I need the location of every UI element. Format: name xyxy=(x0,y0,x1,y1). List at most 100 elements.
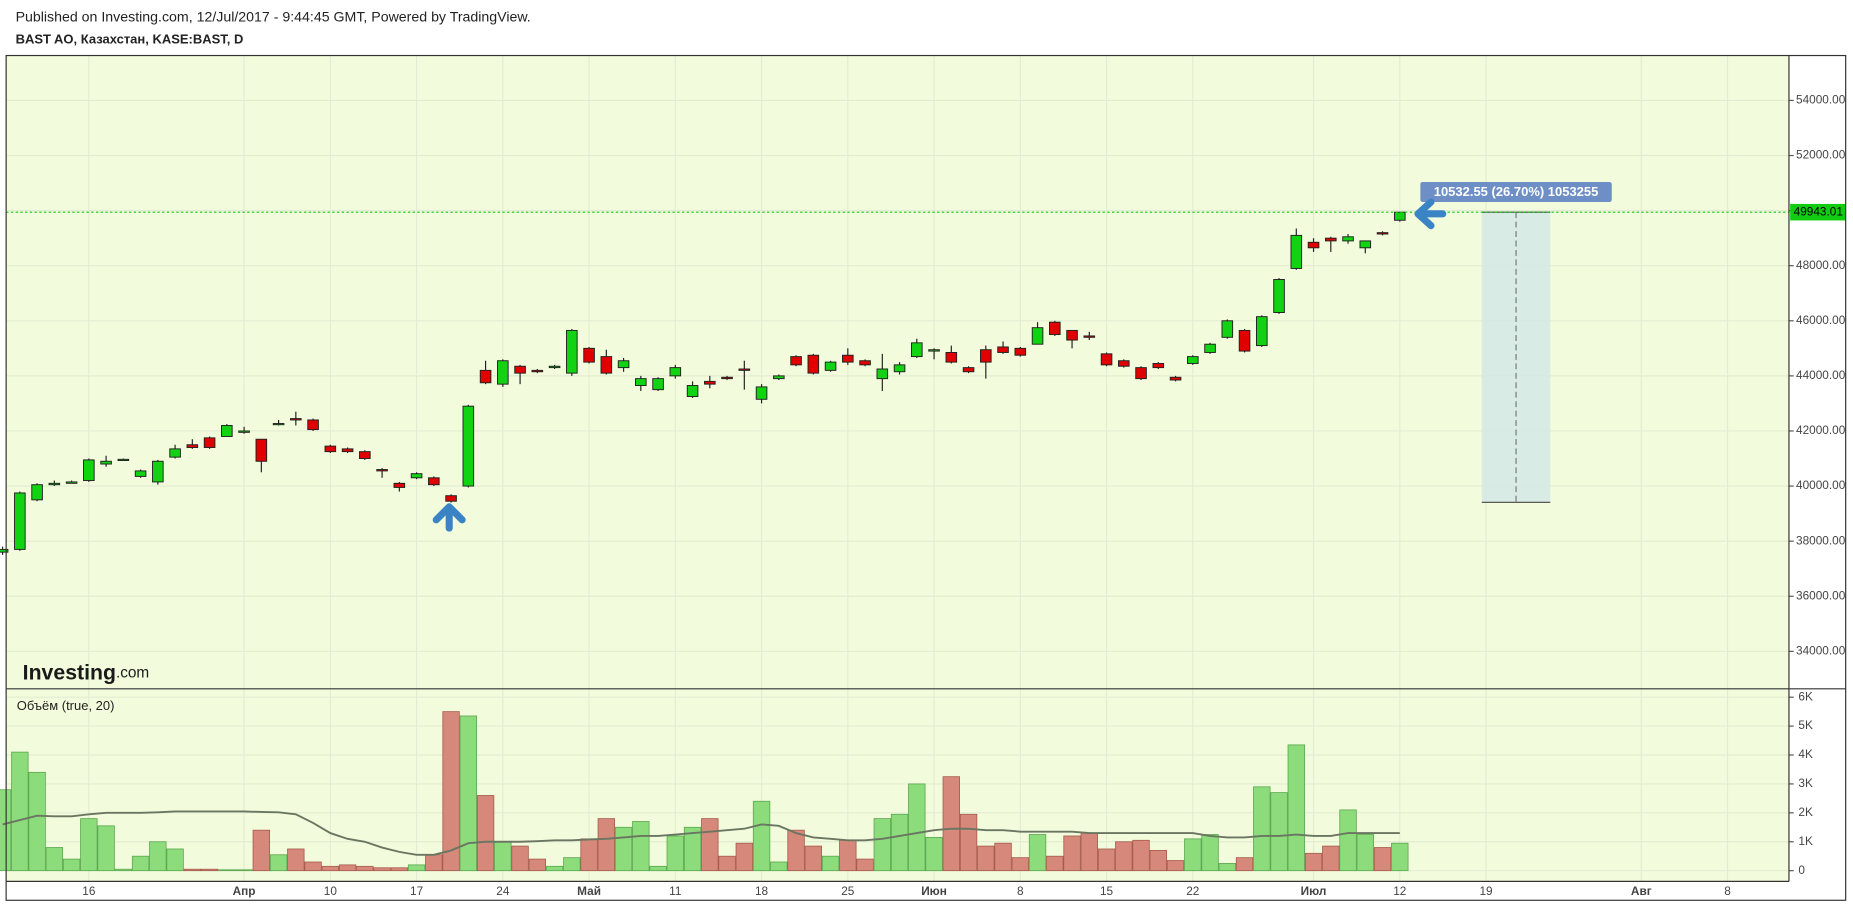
candle-body xyxy=(566,329,578,374)
candle-body xyxy=(600,356,613,374)
candle-body xyxy=(324,445,337,453)
candle-body xyxy=(169,448,181,458)
candle-body xyxy=(1221,320,1234,338)
volume-bar xyxy=(752,800,771,872)
candle-body xyxy=(1273,278,1285,313)
candle-body xyxy=(824,361,837,371)
candle-body xyxy=(134,470,147,477)
y-tick-label: 34000.00 xyxy=(1796,643,1846,657)
volume-title: Объём (true, 20) xyxy=(17,698,115,713)
volume-bar xyxy=(528,858,547,872)
volume-bar xyxy=(390,867,409,872)
x-tick-label: 12 xyxy=(1393,884,1406,898)
volume-bar xyxy=(1270,792,1288,872)
volume-bar xyxy=(183,868,202,872)
volume-bar xyxy=(321,865,340,872)
volume-bar xyxy=(149,841,167,872)
volume-bar xyxy=(770,861,788,872)
volume-bar xyxy=(977,845,995,872)
candle-body xyxy=(514,365,526,374)
volume-bar xyxy=(80,818,98,872)
moving-average-line xyxy=(2,810,1400,856)
candle-body xyxy=(755,386,768,400)
candle-body xyxy=(1394,211,1406,221)
candle-body xyxy=(635,378,647,386)
volume-bar xyxy=(1028,834,1047,872)
volume-bar xyxy=(925,837,943,872)
x-tick-label: 17 xyxy=(410,884,423,898)
volume-bar xyxy=(873,818,891,872)
candle-body xyxy=(617,360,630,369)
published-line: Published on Investing.com, 12/Jul/2017 … xyxy=(16,9,531,25)
volume-bar xyxy=(649,865,667,872)
volume-bar xyxy=(1011,857,1029,872)
volume-bar xyxy=(1218,863,1236,872)
candle-body xyxy=(445,495,457,502)
y-tick-label: 0 xyxy=(1798,863,1805,877)
y-tick-label: 48000.00 xyxy=(1796,258,1846,272)
volume-bar xyxy=(580,838,598,872)
volume-bar xyxy=(683,826,702,872)
candle-body xyxy=(290,418,302,421)
x-tick-label: 10 xyxy=(324,884,338,898)
volume-bar xyxy=(97,825,115,872)
volume-bar xyxy=(511,845,529,872)
candle-body xyxy=(928,349,940,352)
volume-bar xyxy=(1149,850,1167,872)
volume-bar xyxy=(1373,847,1392,872)
up-arrow xyxy=(432,503,466,532)
volume-bar xyxy=(1080,832,1098,872)
volume-bar xyxy=(1184,838,1202,872)
x-tick-label: 25 xyxy=(841,884,855,898)
logo: Investing.com xyxy=(23,660,150,684)
candle-body xyxy=(221,424,233,437)
volume-bar xyxy=(1115,841,1133,872)
volume-bar xyxy=(632,821,650,872)
candle-body xyxy=(238,430,250,433)
y-tick-label: 44000.00 xyxy=(1796,368,1846,382)
volume-bar xyxy=(1063,835,1081,872)
candle-body xyxy=(1066,329,1078,341)
candle-body xyxy=(1118,360,1130,367)
volume-bar xyxy=(1339,809,1357,872)
y-tick-label: 1K xyxy=(1798,834,1813,848)
candle-body xyxy=(100,460,112,465)
x-tick-label: Апр xyxy=(233,884,256,898)
x-tick-label: Июн xyxy=(921,884,947,898)
x-tick-label: 8 xyxy=(1724,884,1731,898)
candle-body xyxy=(997,346,1009,353)
volume-bar xyxy=(200,868,219,872)
candle-body xyxy=(0,548,9,553)
volume-bar xyxy=(1322,845,1340,872)
volume-bar xyxy=(666,835,685,872)
candle-body xyxy=(859,360,871,366)
candle-body xyxy=(1359,240,1372,249)
y-tick-label: 6K xyxy=(1798,689,1813,703)
candle-body xyxy=(704,380,716,385)
volume-bar xyxy=(131,855,150,872)
candle-body xyxy=(203,437,216,448)
volume-bar xyxy=(269,854,288,872)
x-tick-label: 22 xyxy=(1186,884,1199,898)
symbol-line: BAST AO, Казахстан, KASE:BAST, D xyxy=(16,32,244,47)
candle-body xyxy=(945,351,958,363)
volume-bar xyxy=(787,829,805,872)
candle-body xyxy=(359,451,371,459)
volume-bar xyxy=(304,861,322,872)
volume-bar xyxy=(166,848,184,872)
volume-bar xyxy=(1046,855,1064,872)
candle-body xyxy=(1152,363,1165,369)
volume-bar xyxy=(614,826,633,872)
candle-body xyxy=(255,438,268,462)
volume-bar xyxy=(0,789,12,872)
candle-body xyxy=(376,469,388,472)
candle-body xyxy=(738,368,751,371)
candle-body xyxy=(31,484,43,501)
volume-bar xyxy=(821,855,840,872)
y-tick-label: 4K xyxy=(1798,747,1813,761)
volume-bar xyxy=(1097,848,1116,872)
left-arrow xyxy=(1414,198,1447,230)
candle-body xyxy=(186,444,199,448)
